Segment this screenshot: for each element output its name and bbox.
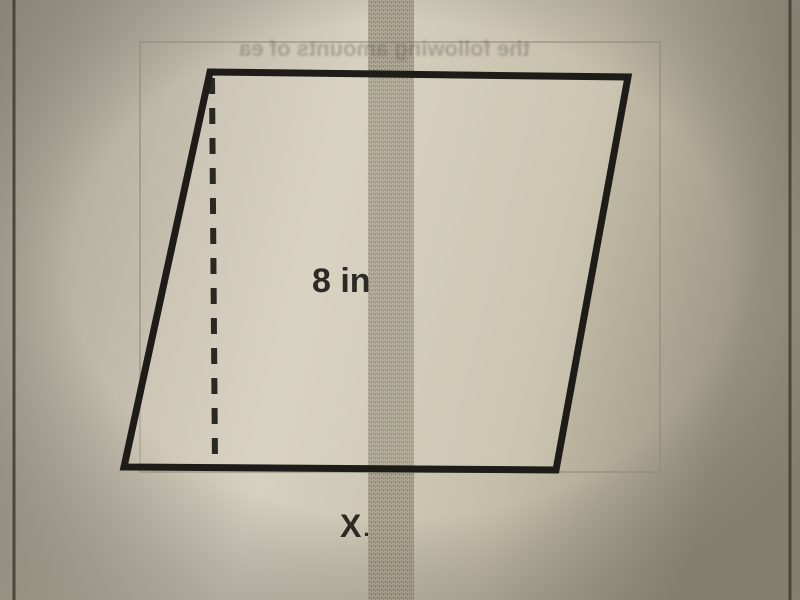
diagram-canvas bbox=[0, 0, 800, 600]
worksheet-photo: the following amounts of ea 8 in X. bbox=[0, 0, 800, 600]
book-fold-shadow-overlay bbox=[368, 0, 414, 600]
